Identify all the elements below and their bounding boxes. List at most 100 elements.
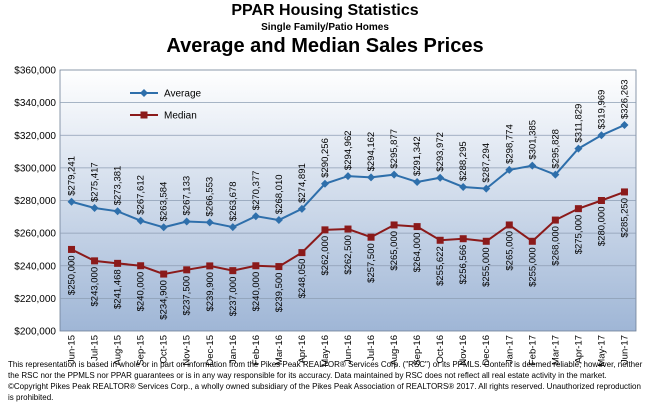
data-label-average: $291,342 (412, 136, 423, 176)
data-point-median (344, 225, 352, 233)
data-point-average (597, 131, 606, 140)
data-label-median: $234,900 (159, 280, 170, 320)
x-tick-label: Aug-16 (389, 335, 400, 366)
data-label-average: $294,962 (343, 130, 354, 170)
data-point-average (436, 173, 445, 182)
x-tick-label: Jan-16 (228, 335, 239, 364)
data-label-average: $263,584 (159, 182, 170, 222)
y-tick-label: $340,000 (14, 98, 56, 109)
data-label-median: $250,000 (67, 255, 78, 295)
data-label-median: $248,050 (297, 259, 308, 299)
data-label-average: $295,877 (389, 129, 400, 169)
x-tick-label: Jul-15 (90, 335, 101, 361)
data-label-average: $301,385 (527, 120, 538, 160)
data-point-median (160, 270, 168, 278)
data-point-average (459, 182, 468, 191)
data-point-average (367, 173, 376, 182)
x-tick-label: Jan-17 (504, 335, 515, 364)
data-label-average: $293,972 (435, 132, 446, 172)
data-label-median: $237,500 (182, 276, 193, 316)
x-tick-label: Jun-17 (619, 335, 630, 364)
x-tick-label: Oct-15 (159, 335, 170, 364)
legend: Average Median (130, 89, 202, 122)
data-point-median (298, 249, 306, 257)
data-point-average (159, 223, 168, 232)
x-tick-label: Apr-16 (297, 335, 308, 364)
data-label-average: $279,241 (67, 156, 78, 196)
data-label-median: $275,000 (573, 215, 584, 255)
data-label-median: $265,000 (389, 231, 400, 271)
y-tick-label: $280,000 (14, 196, 56, 207)
data-label-median: $241,468 (113, 269, 124, 309)
data-point-average (574, 144, 583, 153)
data-point-average (205, 218, 214, 227)
data-point-median (413, 223, 421, 231)
data-point-median (505, 221, 513, 229)
x-tick-label: Mar-16 (274, 335, 285, 365)
data-label-median: $262,000 (320, 236, 331, 276)
data-label-median: $255,622 (435, 246, 446, 286)
x-tick-label: Sep-16 (412, 335, 423, 366)
data-point-median (459, 235, 467, 243)
x-tick-label: Jul-16 (366, 335, 377, 361)
data-label-median: $255,000 (481, 247, 492, 287)
data-point-average (482, 184, 491, 193)
data-label-average: $275,417 (90, 162, 101, 202)
legend-marker-median (140, 111, 148, 119)
data-point-average (90, 203, 99, 212)
x-tick-label: Jun-15 (67, 335, 78, 364)
data-label-average: $311,829 (573, 104, 584, 143)
data-point-average (505, 165, 514, 174)
data-label-median: $237,000 (228, 277, 239, 317)
data-label-median: $239,900 (205, 272, 216, 312)
data-label-average: $319,969 (596, 90, 607, 130)
legend-label-median: Median (164, 111, 197, 122)
data-point-median (574, 205, 582, 213)
data-label-median: $239,500 (274, 273, 285, 313)
data-point-average (320, 179, 329, 188)
data-label-median: $256,566 (458, 245, 469, 285)
x-tick-label: May-17 (596, 335, 607, 367)
data-label-average: $270,377 (251, 171, 262, 211)
data-label-average: $267,612 (136, 175, 147, 215)
x-tick-label: Aug-15 (113, 335, 124, 366)
data-point-average (67, 197, 76, 206)
legend-marker-average (140, 89, 148, 97)
data-point-average (228, 223, 237, 232)
data-point-median (367, 233, 375, 241)
data-label-average: $290,256 (320, 138, 331, 178)
x-tick-label: Oct-16 (435, 335, 446, 364)
data-label-average: $295,828 (550, 129, 561, 169)
y-tick-label: $240,000 (14, 261, 56, 272)
data-label-median: $262,500 (343, 235, 354, 275)
y-tick-label: $300,000 (14, 163, 56, 174)
data-label-median: $285,250 (619, 198, 630, 238)
x-tick-label: Feb-16 (251, 335, 262, 365)
y-tick-label: $360,000 (14, 66, 56, 77)
data-label-average: $268,010 (274, 174, 285, 214)
data-point-median (229, 267, 237, 275)
data-label-median: $257,500 (366, 243, 377, 283)
data-point-average (136, 216, 145, 225)
data-label-average: $287,294 (481, 143, 492, 183)
data-point-median (252, 262, 260, 270)
data-point-median (114, 259, 122, 267)
data-point-average (182, 217, 191, 226)
data-label-median: $280,000 (596, 207, 607, 247)
data-point-average (297, 204, 306, 213)
data-point-median (551, 216, 559, 224)
data-label-average: $288,295 (458, 141, 469, 181)
y-tick-label: $200,000 (14, 327, 56, 338)
data-point-median (528, 237, 536, 245)
data-point-average (251, 212, 260, 221)
data-point-average (113, 207, 122, 216)
data-point-average (413, 177, 422, 186)
x-tick-label: Dec-16 (481, 335, 492, 366)
x-tick-label: May-16 (320, 335, 331, 367)
data-point-average (528, 161, 537, 170)
data-point-median (206, 262, 214, 270)
data-point-median (620, 188, 628, 196)
y-tick-label: $260,000 (14, 229, 56, 240)
legend-label-average: Average (164, 89, 202, 100)
